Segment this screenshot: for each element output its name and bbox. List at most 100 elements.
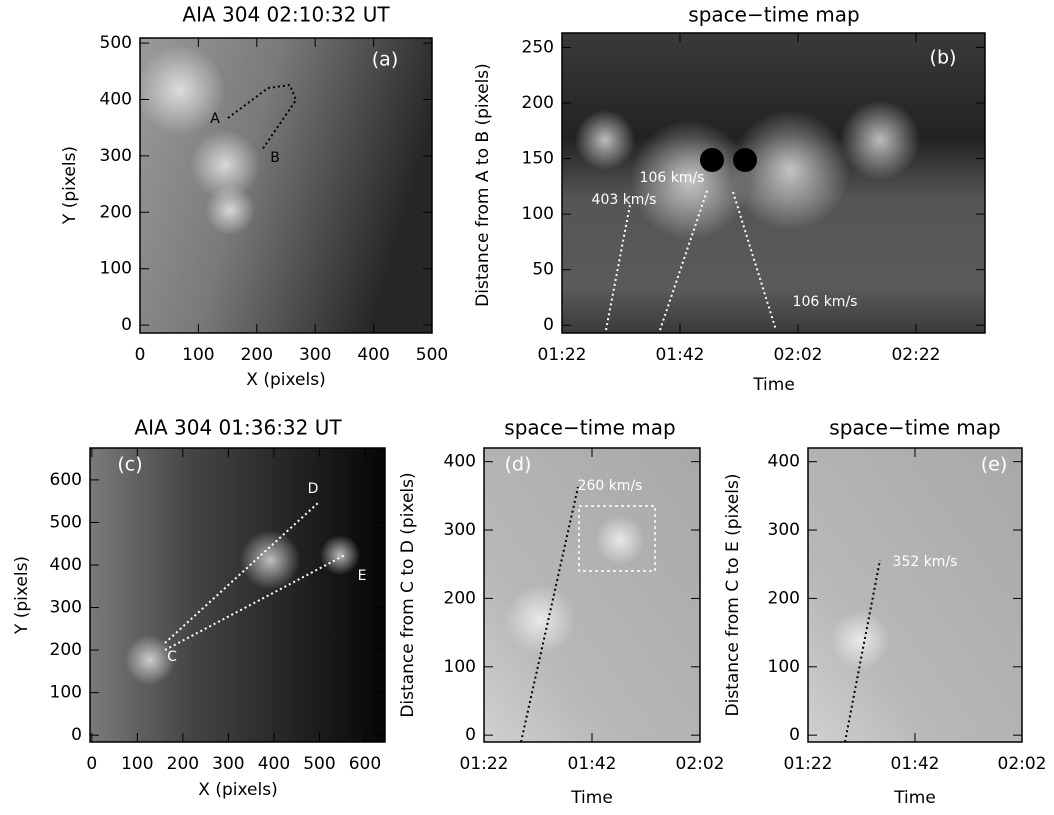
x-tick-label: 01:42	[655, 345, 704, 365]
annotation: 106 km/s	[793, 294, 858, 310]
x-tick-label: 01:22	[784, 754, 833, 774]
y-tick-label: 400	[100, 89, 132, 109]
x-tick-label: 0	[135, 345, 146, 365]
annotation: 106 km/s	[640, 170, 705, 186]
x-tick-label: 200	[167, 754, 199, 774]
frame	[139, 37, 433, 334]
fit-line	[605, 204, 631, 331]
x-axis-label: Time	[752, 375, 795, 395]
panel-title: AIA 304 01:36:32 UT	[134, 416, 342, 440]
y-tick-label: 100	[768, 657, 800, 677]
x-tick-label: 600	[349, 754, 381, 774]
x-axis-label: Time	[570, 788, 613, 808]
x-tick-label: 500	[303, 754, 335, 774]
x-tick-label: 01:22	[538, 345, 587, 365]
panel-label: (b)	[930, 47, 957, 69]
annotation: 352 km/s	[893, 554, 958, 570]
y-tick-label: 100	[522, 204, 554, 224]
y-tick-label: 150	[522, 149, 554, 169]
image-feature	[190, 130, 260, 200]
fit-line	[164, 554, 346, 651]
x-tick-label: 300	[212, 754, 244, 774]
y-tick-label: 500	[100, 33, 132, 53]
x-tick-label: 0	[86, 754, 97, 774]
panel-label: (c)	[117, 454, 142, 476]
annotation: D	[308, 481, 319, 497]
panel-title: space−time map	[504, 416, 675, 440]
x-tick-label: 500	[416, 345, 448, 365]
image-feature	[700, 148, 724, 172]
y-tick-label: 100	[100, 259, 132, 279]
x-tick-label: 01:22	[460, 754, 509, 774]
y-axis-label: Distance from A to B (pixels)	[473, 63, 493, 307]
y-tick-label: 100	[444, 657, 476, 677]
frame	[561, 32, 986, 334]
y-tick-label: 250	[522, 37, 554, 57]
y-axis-label: Y (pixels)	[60, 146, 80, 225]
x-tick-label: 02:02	[998, 754, 1047, 774]
y-tick-label: 300	[50, 598, 82, 618]
image-feature	[733, 148, 757, 172]
x-tick-label: 02:02	[676, 754, 725, 774]
y-tick-label: 0	[465, 725, 476, 745]
x-tick-label: 100	[121, 754, 153, 774]
y-tick-label: 400	[50, 555, 82, 575]
x-tick-label: 02:02	[773, 345, 822, 365]
x-axis-label: Time	[893, 788, 936, 808]
y-tick-label: 200	[768, 588, 800, 608]
image-feature	[575, 110, 635, 170]
panel-label: (a)	[372, 49, 398, 71]
annotation: B	[270, 150, 280, 166]
y-tick-label: 200	[50, 640, 82, 660]
image-feature	[240, 530, 300, 590]
x-tick-label: 02:22	[891, 345, 940, 365]
x-tick-label: 100	[182, 345, 214, 365]
image-feature	[730, 110, 850, 230]
annotation: C	[167, 649, 177, 665]
y-tick-label: 300	[444, 520, 476, 540]
fit-line	[520, 486, 579, 743]
image-feature	[205, 185, 255, 235]
zoom-box	[578, 505, 656, 572]
y-tick-label: 300	[768, 520, 800, 540]
annotation: E	[358, 568, 367, 584]
image	[90, 448, 385, 742]
x-tick-label: 400	[357, 345, 389, 365]
y-axis-label: Distance from C to D (pixels)	[398, 472, 418, 717]
image-feature	[135, 45, 225, 135]
panel-label: (e)	[981, 454, 1008, 476]
x-tick-label: 400	[258, 754, 290, 774]
y-tick-label: 0	[71, 725, 82, 745]
image-feature	[125, 635, 175, 685]
x-tick-label: 300	[299, 345, 331, 365]
y-tick-label: 0	[789, 725, 800, 745]
y-tick-label: 200	[444, 588, 476, 608]
y-tick-label: 50	[532, 260, 554, 280]
x-axis-label: X (pixels)	[246, 370, 325, 390]
image-feature	[505, 585, 575, 655]
y-tick-label: 400	[444, 452, 476, 472]
y-tick-label: 0	[543, 315, 554, 335]
x-tick-label: 01:42	[568, 754, 617, 774]
image	[808, 448, 1022, 742]
y-tick-label: 200	[100, 202, 132, 222]
panel-title: AIA 304 02:10:32 UT	[182, 3, 390, 27]
panel-title: space−time map	[688, 3, 859, 27]
image-feature	[630, 120, 750, 240]
fit-line	[732, 191, 777, 331]
y-axis-label: Distance from C to E (pixels)	[723, 474, 743, 717]
panel-label: (d)	[505, 454, 532, 476]
panel-title: space−time map	[829, 416, 1000, 440]
x-tick-label: 200	[241, 345, 273, 365]
image-feature	[830, 610, 890, 670]
annotation: 260 km/s	[578, 478, 643, 494]
y-tick-label: 200	[522, 93, 554, 113]
annotation: A	[210, 111, 220, 127]
x-axis-label: X (pixels)	[198, 780, 277, 800]
y-axis-label: Y (pixels)	[12, 556, 32, 635]
frame	[89, 447, 386, 743]
y-tick-label: 600	[50, 470, 82, 490]
y-tick-label: 300	[100, 146, 132, 166]
image-feature	[840, 100, 920, 180]
